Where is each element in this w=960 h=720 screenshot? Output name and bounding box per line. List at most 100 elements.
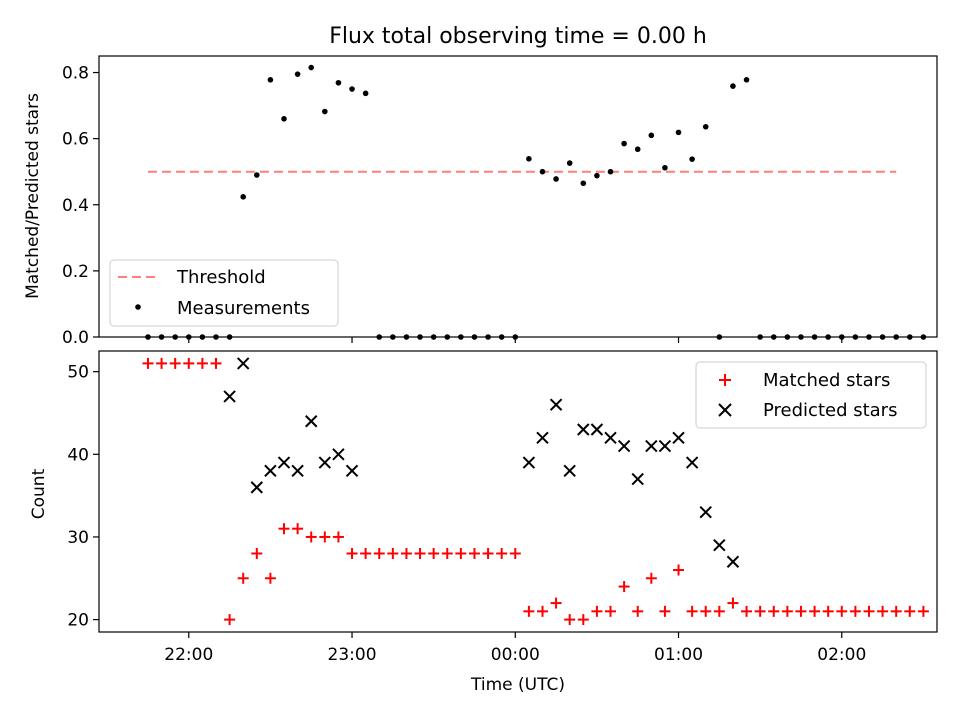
measurement-point xyxy=(335,79,342,86)
matched-stars-point xyxy=(822,605,834,617)
measurement-point xyxy=(553,176,559,182)
measurement-point xyxy=(621,140,627,147)
matched-stars-point xyxy=(373,547,385,559)
chart-title: Flux total observing time = 0.00 h xyxy=(329,24,707,49)
measurements-legend-label: Measurements xyxy=(177,298,310,319)
predicted-stars-point xyxy=(318,456,332,469)
measurement-point xyxy=(349,86,355,92)
matched-stars-point xyxy=(917,605,929,617)
matched-stars-point xyxy=(183,357,195,369)
measurement-point xyxy=(281,116,287,122)
predicted-stars-point xyxy=(726,555,740,568)
y-tick-label: 0.4 xyxy=(62,196,89,216)
matched-stars-point xyxy=(536,605,548,617)
measurement-point xyxy=(730,83,736,89)
measurement-point xyxy=(294,71,301,77)
measurement-point xyxy=(675,129,682,136)
matched-stars-point xyxy=(713,605,725,617)
predicted-stars-point xyxy=(332,448,345,461)
measurement-point xyxy=(539,168,546,175)
matched-stars-point xyxy=(468,547,480,559)
matched-stars-point xyxy=(618,581,630,593)
matched-stars-point xyxy=(169,357,181,369)
matched-stars-point xyxy=(754,605,766,617)
count-axes-frame xyxy=(98,350,938,633)
predicted-stars-point xyxy=(277,456,291,469)
predicted-stars-point xyxy=(590,423,604,436)
matched-stars-point xyxy=(482,547,494,559)
matched-stars-point xyxy=(224,614,236,626)
matched-stars-point xyxy=(305,531,317,543)
matched-stars-point xyxy=(795,605,807,617)
matched-stars-point xyxy=(414,547,426,559)
count-panel: Count Time (UTC) 20 30 40 50 22:00 23:00 00:0… xyxy=(29,350,938,695)
predicted-stars-point xyxy=(604,431,617,444)
matched-stars-point xyxy=(292,523,304,535)
matched-stars-point xyxy=(659,605,671,617)
measurement-point xyxy=(689,156,695,162)
matched-stars-point xyxy=(346,547,358,559)
matched-stars-point xyxy=(251,547,263,559)
predicted-stars-point xyxy=(713,539,726,552)
y-tick-label: 0.8 xyxy=(62,64,89,84)
measurement-point xyxy=(607,168,614,175)
y-axis-label-count: Count xyxy=(29,468,49,519)
matched-stars-point xyxy=(781,605,793,617)
measurement-point xyxy=(594,172,600,179)
matched-stars-point xyxy=(849,605,861,617)
count-legend-box xyxy=(695,361,927,429)
matched-stars-point xyxy=(264,572,276,584)
matched-stars-point xyxy=(632,605,644,617)
measurement-point xyxy=(308,64,315,71)
ratio-legend: Threshold Measurements xyxy=(109,259,339,327)
matched-stars-point xyxy=(156,357,168,369)
matched-stars-point xyxy=(360,547,372,559)
x-tick-label: 23:00 xyxy=(328,645,377,665)
matched-stars-point xyxy=(210,357,222,369)
matched-stars-point xyxy=(605,605,617,617)
matched-stars-point xyxy=(700,605,712,617)
predicted-stars-point xyxy=(264,464,277,478)
measurements-legend-swatch xyxy=(135,304,141,310)
predicted-legend-swatch xyxy=(718,403,732,417)
matched-stars-point xyxy=(196,357,208,369)
count-y-ticks: 20 30 40 50 xyxy=(67,363,99,631)
predicted-legend-label: Predicted stars xyxy=(763,400,897,421)
y-axis-label-ratio: Matched/Predicted stars xyxy=(23,93,43,299)
matched-stars-point xyxy=(591,605,603,617)
ratio-x-ticks xyxy=(188,337,843,343)
y-tick-label: 30 xyxy=(67,528,89,548)
matched-stars-point xyxy=(523,605,535,617)
matched-stars-point xyxy=(455,547,467,559)
predicted-stars-point xyxy=(672,431,685,444)
measurement-point xyxy=(254,172,260,178)
ratio-axes-frame xyxy=(98,55,938,338)
matched-stars-point xyxy=(278,523,290,535)
matched-stars-point xyxy=(564,614,576,626)
matched-stars-point xyxy=(237,572,249,584)
matched-stars-point xyxy=(496,547,508,559)
matched-stars-point xyxy=(904,605,916,617)
matched-stars-point xyxy=(836,605,848,617)
count-x-ticks: 22:00 23:00 00:00 01:00 02:00 xyxy=(164,632,866,665)
ratio-legend-box xyxy=(109,259,339,327)
matched-stars-point xyxy=(550,597,562,609)
x-axis-label: Time (UTC) xyxy=(470,675,565,695)
measurement-point xyxy=(267,77,274,83)
predicted-stars-point xyxy=(536,431,549,444)
measurement-point xyxy=(702,123,709,130)
predicted-stars-point xyxy=(236,357,250,370)
predicted-stars-point xyxy=(685,456,699,469)
predicted-stars-point xyxy=(345,464,359,478)
ratio-panel: Flux total observing time = 0.00 h Match… xyxy=(23,24,938,348)
matched-stars-point xyxy=(673,564,685,576)
measurement-point xyxy=(362,90,369,97)
predicted-stars-point xyxy=(563,464,576,478)
matched-stars-point xyxy=(509,547,521,559)
matched-stars-point xyxy=(645,572,657,584)
matched-legend-swatch xyxy=(719,374,731,386)
predicted-stars-point xyxy=(577,423,590,436)
matched-stars-point xyxy=(890,605,902,617)
y-tick-label: 0.6 xyxy=(62,130,89,150)
